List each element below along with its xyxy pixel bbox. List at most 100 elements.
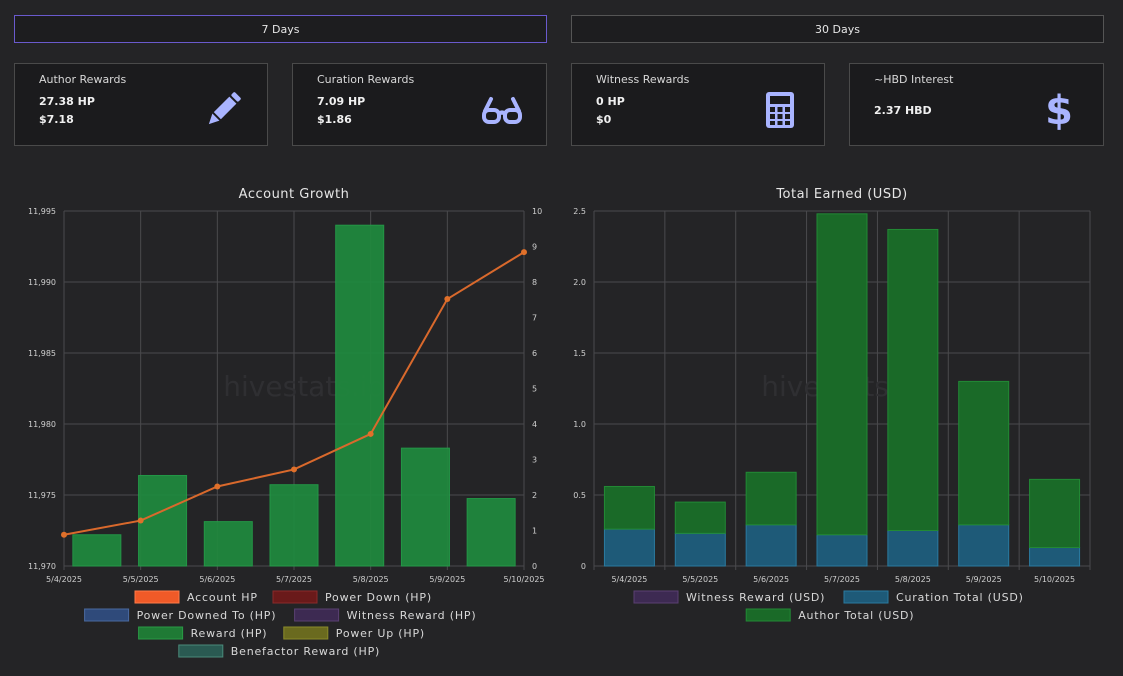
y-tick-label-left: 11,985 xyxy=(28,349,56,358)
card-title: Author Rewards xyxy=(39,73,127,86)
legend-swatch xyxy=(138,626,184,640)
card-value-hp: 27.38 HP xyxy=(39,95,95,108)
y-tick-label-right: 8 xyxy=(532,278,537,287)
author-rewards-card: Author Rewards 27.38 HP $7.18 xyxy=(14,63,268,146)
legend-swatch xyxy=(134,590,180,604)
x-tick-label: 5/4/2025 xyxy=(611,575,647,584)
legend-label: Curation Total (USD) xyxy=(896,591,1024,604)
thirty-days-button[interactable]: 30 Days xyxy=(571,15,1104,43)
legend-swatch xyxy=(633,590,679,604)
y-tick-label-right: 5 xyxy=(532,385,537,394)
witness-rewards-card: Witness Rewards 0 HP $0 xyxy=(571,63,825,146)
legend-swatch xyxy=(178,644,224,658)
seven-days-button[interactable]: 7 Days xyxy=(14,15,547,43)
hbd-interest-card: ~HBD Interest 2.37 HBD $ xyxy=(849,63,1104,146)
y-tick-label-left: 11,990 xyxy=(28,278,56,287)
y-tick-label-left: 11,970 xyxy=(28,562,56,571)
account-hp-point xyxy=(61,531,67,538)
author-bar xyxy=(816,213,868,536)
x-tick-label: 5/10/2025 xyxy=(503,575,544,584)
y-tick-label-right: 4 xyxy=(532,420,537,429)
legend-swatch xyxy=(84,608,130,622)
y-tick-label-right: 10 xyxy=(532,207,542,216)
author-bar xyxy=(674,501,726,534)
glasses-icon xyxy=(482,90,522,130)
curation-bar xyxy=(887,530,939,567)
account-hp-point xyxy=(137,517,144,524)
card-title: Witness Rewards xyxy=(596,73,690,86)
reward-bar xyxy=(138,474,188,567)
legend-label: Account HP xyxy=(187,591,258,604)
y-tick-label: 1.5 xyxy=(573,349,586,358)
y-tick-label: 2.5 xyxy=(573,207,586,216)
y-tick-label-left: 11,995 xyxy=(28,207,56,216)
chart-title: Total Earned (USD) xyxy=(775,187,907,202)
card-value-usd: $1.86 xyxy=(317,113,352,126)
card-value-hp: 7.09 HP xyxy=(317,95,366,108)
x-tick-label: 5/8/2025 xyxy=(353,575,389,584)
x-tick-label: 5/4/2025 xyxy=(46,575,82,584)
pencil-icon xyxy=(203,90,243,130)
reward-bar xyxy=(400,447,450,567)
legend-swatch xyxy=(745,608,791,622)
reward-bar xyxy=(203,521,253,567)
x-tick-label: 5/7/2025 xyxy=(276,575,312,584)
author-bar xyxy=(745,471,797,526)
chart-title: Account Growth xyxy=(239,187,350,202)
author-bar xyxy=(887,228,939,532)
card-title: Curation Rewards xyxy=(317,73,415,86)
reward-bar xyxy=(269,484,319,567)
x-tick-label: 5/9/2025 xyxy=(966,575,1002,584)
x-tick-label: 5/5/2025 xyxy=(123,575,159,584)
x-tick-label: 5/10/2025 xyxy=(1034,575,1075,584)
y-tick-label-right: 2 xyxy=(532,491,537,500)
legend-label: Witness Reward (HP) xyxy=(347,609,477,622)
y-tick-label-left: 11,975 xyxy=(28,491,56,500)
legend-label: Power Down (HP) xyxy=(325,591,432,604)
legend-label: Benefactor Reward (HP) xyxy=(231,645,380,658)
legend-label: Power Downed To (HP) xyxy=(137,609,277,622)
legend-label: Power Up (HP) xyxy=(336,627,425,640)
y-tick-label-right: 7 xyxy=(532,314,537,323)
curation-bar xyxy=(958,524,1010,567)
x-tick-label: 5/7/2025 xyxy=(824,575,860,584)
author-bar xyxy=(1029,478,1081,549)
reward-bar xyxy=(72,534,122,567)
curation-bar xyxy=(603,528,655,567)
card-title: ~HBD Interest xyxy=(874,73,954,86)
x-tick-label: 5/6/2025 xyxy=(199,575,235,584)
legend-label: Author Total (USD) xyxy=(798,609,914,622)
curation-bar xyxy=(674,532,726,567)
legend-swatch xyxy=(843,590,889,604)
y-tick-label-left: 11,980 xyxy=(28,420,56,429)
curation-bar xyxy=(816,534,868,567)
legend-swatch xyxy=(272,590,318,604)
curation-bar xyxy=(1029,547,1081,567)
y-tick-label-right: 6 xyxy=(532,349,537,358)
legend-label: Witness Reward (USD) xyxy=(686,591,825,604)
author-bar xyxy=(958,380,1010,526)
card-value-usd: $0 xyxy=(596,113,612,126)
account-hp-point xyxy=(521,249,527,256)
legend-swatch xyxy=(283,626,329,640)
curation-rewards-card: Curation Rewards 7.09 HP $1.86 xyxy=(292,63,547,146)
y-tick-label-right: 0 xyxy=(532,562,537,571)
card-value-usd: $7.18 xyxy=(39,113,74,126)
account-hp-point xyxy=(444,296,451,303)
account-hp-point xyxy=(214,483,221,490)
reward-bar xyxy=(335,224,385,567)
y-tick-label-right: 1 xyxy=(532,527,537,536)
author-bar xyxy=(603,485,655,530)
y-tick-label-right: 9 xyxy=(532,243,537,252)
account-hp-point xyxy=(291,466,297,473)
card-value-hbd: 2.37 HBD xyxy=(874,104,932,117)
legend-swatch xyxy=(294,608,340,622)
calculator-icon xyxy=(760,90,800,130)
y-tick-label: 0.5 xyxy=(573,491,586,500)
curation-bar xyxy=(745,524,797,567)
y-tick-label-right: 3 xyxy=(532,456,537,465)
y-tick-label: 1.0 xyxy=(573,420,586,429)
account-hp-point xyxy=(367,430,374,437)
